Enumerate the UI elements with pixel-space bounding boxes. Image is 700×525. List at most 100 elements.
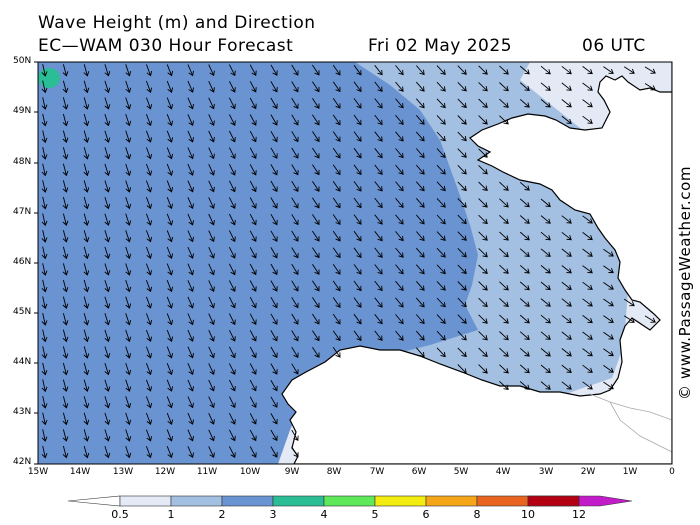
wave-arrow [499, 297, 509, 308]
wave-arrow [374, 330, 383, 341]
wave-arrow [436, 198, 446, 208]
wave-arrow [104, 362, 111, 376]
wave-arrow [83, 263, 90, 276]
wave-arrow [228, 97, 236, 110]
wave-arrow [582, 82, 593, 91]
wave-arrow [415, 131, 425, 142]
wave-arrow [83, 230, 90, 243]
wave-arrow [83, 80, 90, 94]
wave-arrow [104, 379, 111, 392]
wave-arrow [457, 198, 467, 208]
wave-arrow [415, 347, 425, 358]
wave-arrow [228, 180, 236, 193]
wave-arrow [603, 365, 614, 373]
wave-arrow [603, 315, 614, 323]
wave-arrow [395, 330, 404, 341]
wave-arrow [499, 248, 509, 258]
wave-arrow [561, 231, 572, 241]
wave-arrow [353, 313, 362, 325]
wave-arrow [519, 248, 530, 258]
wave-arrow [353, 330, 362, 342]
wave-arrow [353, 98, 362, 109]
wave-arrow [582, 331, 593, 340]
wave-arrow [291, 429, 299, 441]
wave-arrow [228, 329, 236, 342]
wave-arrow [436, 115, 446, 125]
wave-arrow [166, 197, 174, 210]
wave-arrow [228, 230, 236, 243]
wave-arrow [270, 296, 278, 309]
wave-arrow [187, 230, 194, 243]
wave-arrow [478, 347, 488, 357]
wave-arrow [187, 197, 194, 210]
wave-arrow [125, 163, 132, 177]
credit-link[interactable]: © www.PassageWeather.com [676, 165, 694, 400]
wave-arrow [540, 281, 551, 291]
wave-arrow [353, 181, 362, 192]
wave-arrow [187, 180, 194, 193]
forecast-date: Fri 02 May 2025 [368, 36, 513, 56]
wave-arrow [582, 115, 593, 124]
wave-arrow [41, 80, 48, 94]
wave-arrow [582, 232, 593, 241]
wave-arrow [457, 281, 467, 291]
wave-arrow [145, 197, 153, 210]
wave-arrow [582, 66, 593, 75]
wave-arrow [436, 148, 446, 159]
wave-arrow [291, 346, 299, 358]
wave-arrow [208, 147, 215, 160]
wave-arrow [374, 164, 383, 175]
wave-arrow [395, 81, 404, 92]
wave-arrow [332, 114, 341, 126]
lon-label: 0 [669, 467, 675, 477]
wave-arrow [312, 280, 320, 292]
wave-arrow [395, 264, 404, 275]
wave-arrow [41, 213, 48, 227]
wave-arrow [353, 131, 362, 142]
wave-arrow [125, 346, 132, 359]
wave-arrow [228, 263, 236, 276]
wave-arrow [561, 364, 572, 374]
wave-arrow [83, 346, 90, 359]
wave-arrow [353, 64, 362, 76]
wave-arrow [83, 180, 90, 193]
scale-label: 4 [320, 508, 328, 521]
wave-arrow [603, 265, 614, 274]
wave-arrow [582, 381, 593, 390]
wave-arrow [374, 131, 383, 142]
wave-arrow [415, 281, 425, 291]
wave-arrow [374, 81, 383, 92]
wave-arrow [540, 348, 551, 357]
wave-arrow [41, 130, 48, 144]
wave-arrow [478, 65, 488, 75]
wave-arrow [478, 364, 488, 374]
wave-arrow [187, 246, 194, 259]
wave-arrow [166, 412, 174, 425]
wave-arrow [395, 65, 404, 76]
wave-arrow [208, 379, 215, 392]
wave-direction-arrows [41, 64, 656, 459]
wave-arrow [166, 114, 174, 127]
wave-arrow [208, 164, 215, 176]
wave-arrow [395, 231, 404, 242]
wave-arrow [125, 130, 132, 143]
wave-arrow [478, 281, 488, 291]
wave-arrow [478, 115, 488, 125]
wave-arrow [208, 97, 215, 110]
lat-label: 47N [13, 207, 32, 217]
wave-arrow [83, 279, 90, 293]
wave-arrow [83, 130, 90, 144]
wave-arrow [83, 412, 90, 426]
scale-swatch [527, 495, 580, 507]
wave-arrow [353, 164, 362, 176]
wave-arrow [104, 196, 111, 210]
wave-arrow [312, 313, 320, 325]
lon-label: 7W [369, 467, 385, 477]
wave-arrow [145, 446, 153, 459]
wave-arrow [62, 213, 69, 226]
wave-arrow [395, 197, 404, 209]
wave-arrow [332, 147, 341, 159]
wave-arrow [125, 180, 132, 193]
lon-label: 6W [411, 467, 427, 477]
wave-arrow [374, 231, 383, 242]
